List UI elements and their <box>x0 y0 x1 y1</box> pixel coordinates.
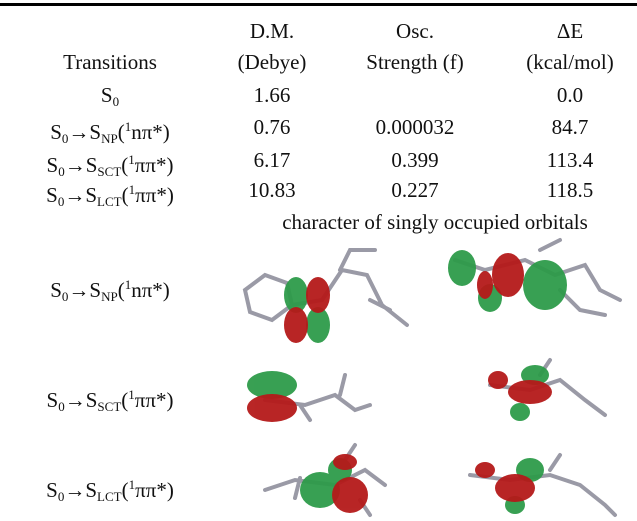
cell: 0.399 <box>391 148 438 172</box>
column-header: D.M. <box>250 19 294 43</box>
label-part: ππ*) <box>135 153 174 177</box>
transition-label: S0→SSCT(1ππ*) <box>47 383 174 419</box>
label-part: ππ*) <box>135 388 174 412</box>
label-part: S <box>50 120 62 144</box>
column-header: Osc. <box>396 19 434 43</box>
column-header: Strength (f) <box>366 50 463 74</box>
label-part: ( <box>118 278 125 302</box>
label-part: S <box>47 388 59 412</box>
transition-label: S0 <box>101 83 119 114</box>
cell: 0.227 <box>391 178 438 202</box>
label-part: ππ*) <box>135 478 174 502</box>
label-part: ππ*) <box>135 183 174 207</box>
label-part: S <box>50 278 62 302</box>
column-header: Transitions <box>63 50 157 74</box>
label-part: S <box>101 83 113 107</box>
label-part: S <box>47 153 59 177</box>
orbital-figures <box>0 0 637 521</box>
column-header: ΔE <box>557 19 583 43</box>
cell: 10.83 <box>248 178 295 202</box>
column-header: (kcal/mol) <box>526 50 613 74</box>
cell: 0.000032 <box>376 115 455 139</box>
label-part: ( <box>121 388 128 412</box>
label-part: SCT <box>97 399 121 414</box>
cell: 113.4 <box>547 148 593 172</box>
cell: 1.66 <box>254 83 291 107</box>
label-part: S <box>46 478 58 502</box>
transition-label: S0→SNP(1nπ*) <box>50 115 170 151</box>
label-part: SCT <box>97 164 121 179</box>
label-part: nπ*) <box>131 120 170 144</box>
label-part: →S <box>68 120 101 144</box>
label-part: ( <box>118 120 125 144</box>
label-part: LCT <box>97 194 122 209</box>
label-part: NP <box>101 131 118 146</box>
label-part: →S <box>65 388 98 412</box>
label-part: →S <box>65 153 98 177</box>
orbital-caption: character of singly occupied orbitals <box>282 210 588 234</box>
label-part: nπ*) <box>131 278 170 302</box>
transition-label: S0→SLCT(1ππ*) <box>46 178 174 214</box>
label-part: ( <box>121 153 128 177</box>
page: Transitions D.M. (Debye) Osc. Strength (f) ΔE… <box>0 0 637 521</box>
cell: 84.7 <box>552 115 589 139</box>
transition-label: S0→SNP(1nπ*) <box>50 273 170 309</box>
cell: 6.17 <box>254 148 291 172</box>
label-part: →S <box>64 183 97 207</box>
transition-label: S0→SLCT(1ππ*) <box>46 473 174 509</box>
label-part: →S <box>68 278 101 302</box>
label-part: 0 <box>113 94 120 109</box>
cell: 0.76 <box>254 115 291 139</box>
label-part: LCT <box>97 489 122 504</box>
cell: 0.0 <box>557 83 583 107</box>
label-part: S <box>46 183 58 207</box>
label-part: NP <box>101 289 118 304</box>
cell: 118.5 <box>547 178 593 202</box>
column-header: (Debye) <box>238 50 307 74</box>
label-part: →S <box>64 478 97 502</box>
